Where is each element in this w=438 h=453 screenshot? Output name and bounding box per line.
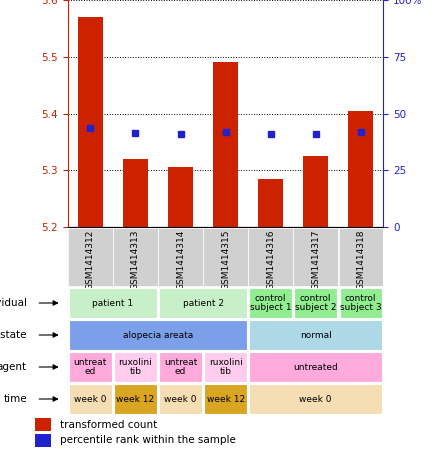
Bar — [114, 384, 157, 414]
Text: week 12: week 12 — [117, 395, 155, 404]
Bar — [68, 227, 113, 286]
Text: individual: individual — [0, 298, 27, 308]
Bar — [159, 352, 201, 382]
Text: untreat
ed: untreat ed — [74, 358, 107, 376]
Bar — [114, 352, 157, 382]
Text: ruxolini
tib: ruxolini tib — [208, 358, 243, 376]
Bar — [69, 320, 247, 350]
Bar — [78, 17, 103, 227]
Bar — [258, 179, 283, 227]
Bar — [250, 320, 382, 350]
Text: GSM1414316: GSM1414316 — [266, 230, 275, 290]
Text: GSM1414313: GSM1414313 — [131, 230, 140, 290]
Text: GSM1414312: GSM1414312 — [86, 230, 95, 290]
Text: control
subject 3: control subject 3 — [340, 294, 381, 313]
Bar — [339, 288, 382, 318]
Text: ruxolini
tib: ruxolini tib — [119, 358, 152, 376]
Text: control
subject 2: control subject 2 — [295, 294, 336, 313]
Bar — [213, 63, 238, 227]
Text: transformed count: transformed count — [60, 419, 157, 429]
Bar — [159, 288, 247, 318]
Bar — [250, 384, 382, 414]
Text: disease state: disease state — [0, 330, 27, 340]
Text: GSM1414315: GSM1414315 — [221, 230, 230, 290]
Text: week 0: week 0 — [74, 395, 107, 404]
Text: week 0: week 0 — [164, 395, 197, 404]
Text: time: time — [3, 394, 27, 404]
Bar — [159, 384, 201, 414]
Bar — [250, 288, 292, 318]
Text: week 12: week 12 — [206, 395, 245, 404]
Text: untreated: untreated — [293, 362, 338, 371]
Text: GSM1414317: GSM1414317 — [311, 230, 320, 290]
Bar — [293, 227, 338, 286]
Bar — [250, 352, 382, 382]
Bar — [69, 352, 112, 382]
Bar — [168, 168, 193, 227]
Text: GSM1414314: GSM1414314 — [176, 230, 185, 290]
Bar — [205, 384, 247, 414]
Bar — [35, 418, 51, 431]
Text: normal: normal — [300, 331, 332, 339]
Text: patient 1: patient 1 — [92, 299, 134, 308]
Bar — [339, 227, 383, 286]
Text: percentile rank within the sample: percentile rank within the sample — [60, 435, 236, 445]
Text: alopecia areata: alopecia areata — [123, 331, 193, 339]
Bar — [35, 434, 51, 447]
Bar — [158, 227, 203, 286]
Bar — [69, 384, 112, 414]
Text: week 0: week 0 — [300, 395, 332, 404]
Bar — [123, 159, 148, 227]
Bar — [113, 227, 158, 286]
Bar — [348, 111, 373, 227]
Bar — [294, 288, 337, 318]
Bar — [248, 227, 293, 286]
Bar — [205, 352, 247, 382]
Text: control
subject 1: control subject 1 — [250, 294, 291, 313]
Text: untreat
ed: untreat ed — [164, 358, 197, 376]
Text: patient 2: patient 2 — [183, 299, 223, 308]
Text: agent: agent — [0, 362, 27, 372]
Bar — [303, 156, 328, 227]
Bar — [69, 288, 157, 318]
Text: GSM1414318: GSM1414318 — [356, 230, 365, 290]
Bar — [203, 227, 248, 286]
